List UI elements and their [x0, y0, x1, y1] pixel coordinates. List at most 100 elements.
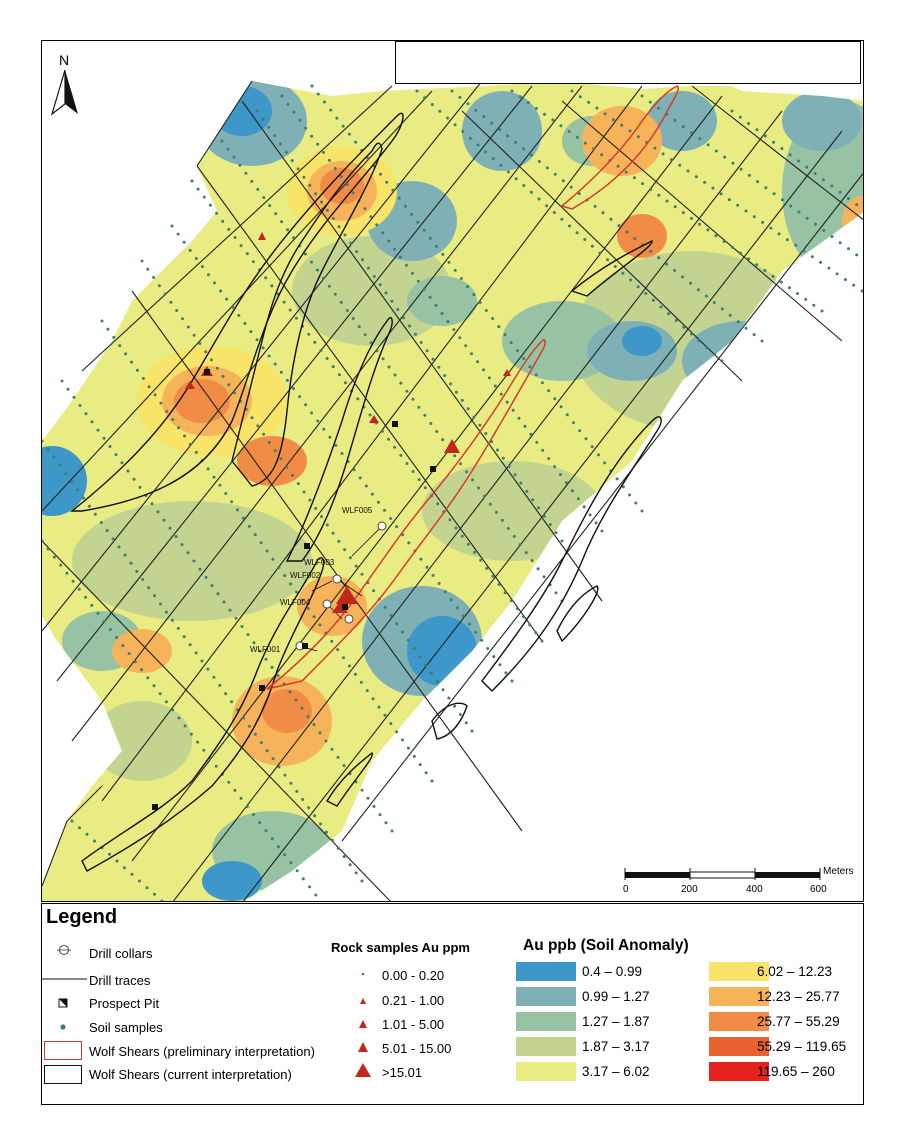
soil-sample-dot [283, 574, 287, 578]
soil-sample-dot [153, 594, 157, 598]
soil-sample-dot [126, 469, 130, 473]
soil-sample-dot [175, 309, 179, 312]
soil-class-label: 119.65 – 260 [757, 1064, 835, 1079]
soil-sample-dot [436, 502, 440, 506]
soil-sample-dot [314, 192, 318, 196]
soil-sample-dot [183, 434, 186, 438]
soil-sample-dot [454, 390, 458, 394]
soil-sample-dot [361, 258, 365, 262]
soil-sample-dot [304, 252, 307, 256]
soil-sample-dot [273, 449, 277, 453]
soil-sample-dot [322, 427, 326, 431]
soil-sample-dot [458, 95, 462, 99]
soil-sample-dot [253, 732, 257, 736]
soil-sample-dot [85, 832, 89, 836]
soil-sample-dot [537, 160, 541, 163]
soil-sample-dot [621, 271, 625, 275]
soil-sample-dot [156, 510, 160, 514]
soil-sample-dot [291, 473, 294, 477]
soil-sample-dot [300, 706, 304, 710]
soil-sample-dot [669, 158, 673, 162]
soil-sample-dot [251, 260, 255, 264]
soil-sample-dot [772, 192, 776, 196]
soil-sample-dot [657, 106, 660, 110]
soil-sample-dot [141, 578, 145, 581]
soil-sample-dot [391, 188, 395, 192]
soil-sample-dot [380, 429, 384, 433]
soil-sample-dot [673, 118, 677, 122]
soil-sample-dot [359, 680, 363, 684]
prospect-pits[interactable] [152, 369, 436, 810]
soil-sample-dot [342, 855, 346, 859]
legend-title: Legend [46, 906, 118, 928]
legend-label-prospect-pit: Prospect Pit [89, 996, 160, 1011]
soil-anomaly-map[interactable]: WLF005 WLF003 WLF002 WLF004 WLF001 [42, 41, 864, 902]
soil-sample-dot [419, 341, 423, 344]
soil-sample-dot [188, 248, 192, 252]
soil-sample-dot [268, 204, 272, 208]
soil-sample-dot [665, 262, 669, 266]
soil-sample-dot [545, 166, 549, 170]
soil-sample-dot [170, 618, 174, 622]
soil-sample-dot [578, 95, 582, 99]
soil-class-label: 12.23 – 25.77 [757, 989, 840, 1004]
rock-samples[interactable] [185, 232, 511, 613]
soil-sample-dot [616, 164, 620, 168]
soil-sample-dot [435, 244, 438, 248]
soil-sample-dot [378, 813, 382, 817]
soil-sample-dot [712, 352, 716, 356]
soil-sample-dot [484, 432, 488, 435]
soil-sample-dot [542, 575, 546, 579]
soil-sample-dot [417, 405, 421, 409]
soil-sample-dot [243, 322, 247, 325]
soil-sample-dot [206, 467, 210, 471]
soil-sample-dot [171, 708, 175, 712]
rock-samples-title: Rock samples Au ppm [331, 940, 470, 955]
soil-class-swatch [516, 1012, 576, 1031]
soil-sample-dot [159, 602, 162, 606]
soil-sample-dot [288, 690, 292, 694]
soil-sample-dot [183, 724, 187, 728]
soil-sample-dot [117, 545, 121, 549]
soil-sample-dot [298, 395, 301, 399]
soil-sample-dot [673, 205, 677, 209]
soil-sample-dot [372, 274, 376, 278]
soil-sample-dot [473, 550, 476, 554]
soil-sample-dot [106, 327, 110, 331]
soil-sample-dot [496, 448, 499, 452]
soil-sample-dot [72, 395, 76, 399]
soil-sample-dot [239, 796, 243, 800]
soil-sample-dot [102, 619, 106, 623]
soil-sample-dot [258, 821, 262, 825]
soil-sample-dot [506, 526, 510, 530]
soil-sample-dot [304, 126, 308, 130]
soil-sample-dot [407, 541, 411, 545]
soil-sample-dot [340, 452, 344, 455]
soil-sample-dot [682, 325, 686, 329]
soil-sample-dot [316, 419, 320, 423]
soil-sample-dot [237, 313, 241, 317]
soil-sample-dot [390, 829, 394, 833]
soil-sample-dot [192, 559, 196, 563]
soil-sample-dot [387, 365, 391, 369]
soil-sample-dot [181, 317, 184, 321]
soil-sample-dot [559, 124, 563, 128]
soil-sample-dot [228, 608, 232, 612]
soil-sample-dot [686, 169, 690, 173]
soil-sample-dot [140, 259, 144, 263]
soil-sample-dot [285, 378, 289, 382]
legend-label-soil-samples: Soil samples [89, 1020, 163, 1035]
drill-collars[interactable] [295, 521, 387, 651]
soil-sample-dot [424, 771, 428, 775]
soil-sample-dot [466, 285, 470, 288]
soil-sample-dot [789, 204, 793, 208]
soil-sample-dot [366, 796, 370, 800]
soil-sample-dot [644, 292, 648, 295]
drill-label-wlf004: WLF004 [280, 598, 311, 607]
soil-sample-dot [512, 534, 516, 538]
soil-sample-dot [640, 509, 644, 513]
soil-sample-dot [706, 143, 710, 147]
soil-sample-dot [241, 516, 245, 520]
soil-sample-dot [129, 561, 133, 565]
soil-sample-dot [712, 301, 716, 304]
